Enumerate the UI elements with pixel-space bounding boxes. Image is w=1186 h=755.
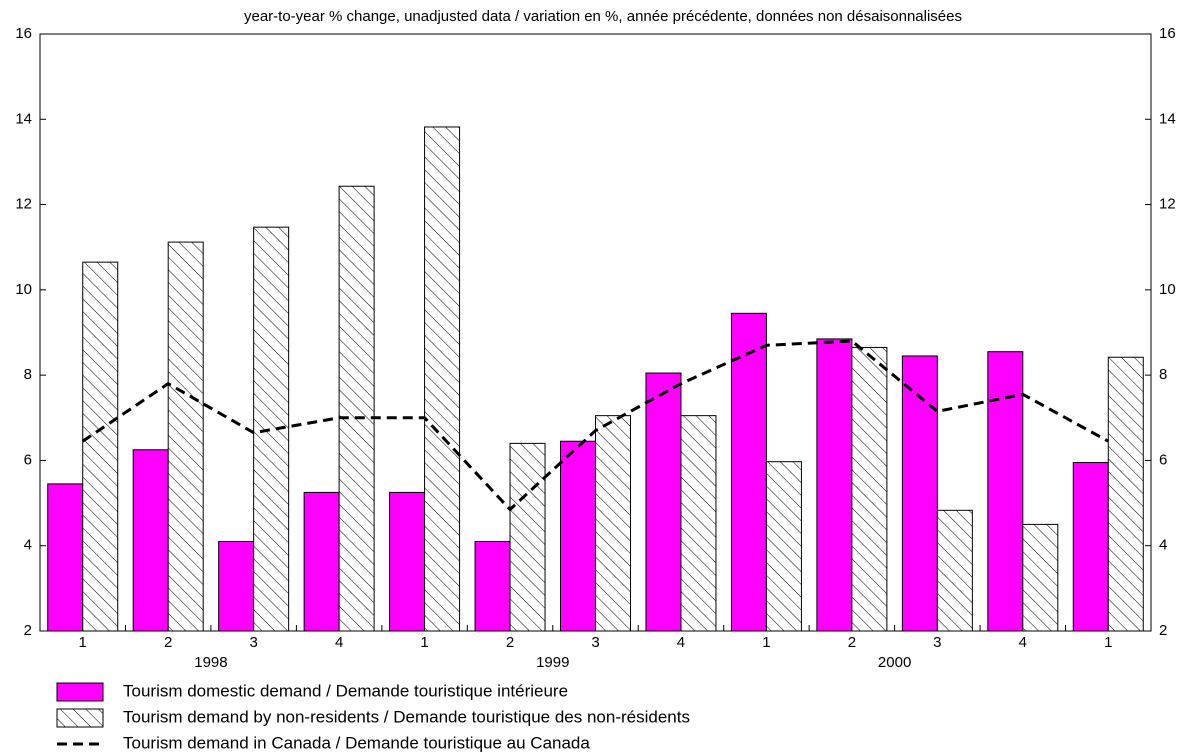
y-tick-label: 12 (15, 196, 32, 213)
bar (1072, 462, 1109, 632)
y2-tick-label: 16 (1159, 25, 1176, 42)
x-tick-label: 3 (249, 634, 257, 651)
bar (338, 185, 375, 632)
plot-frame (39, 33, 1152, 632)
legend-swatch (56, 682, 104, 702)
legend-label: Tourism demand by non-residents / Demand… (123, 707, 690, 726)
year-label: 1998 (194, 654, 227, 671)
bar (474, 540, 511, 632)
bar (680, 415, 717, 632)
bar (303, 491, 340, 632)
bar (424, 126, 461, 632)
y2-tick-label: 14 (1159, 110, 1176, 127)
x-tick-label: 1 (79, 634, 87, 651)
bar (218, 540, 255, 632)
legend-swatch (56, 708, 104, 728)
x-tick-label: 1 (1104, 634, 1112, 651)
bar (82, 261, 119, 632)
bar (595, 415, 631, 632)
y-tick-label: 16 (15, 25, 32, 42)
chart-title: year-to-year % change, unadjusted data /… (244, 8, 962, 25)
bar (730, 312, 767, 632)
bar (901, 355, 938, 632)
line (81, 339, 1109, 512)
y-tick-label: 8 (24, 366, 32, 383)
x-tick-label: 4 (677, 634, 685, 651)
y2-tick-label: 10 (1159, 281, 1176, 298)
bar (132, 449, 169, 632)
bar (851, 346, 888, 632)
x-tick-label: 4 (335, 634, 343, 651)
x-tick-label: 1 (762, 634, 770, 651)
year-label: 2000 (878, 654, 911, 671)
x-tick-label: 3 (591, 634, 599, 651)
y-tick-label: 10 (15, 281, 32, 298)
x-tick-label: 2 (848, 634, 856, 651)
y2-tick-label: 2 (1159, 622, 1167, 639)
x-tick-label: 2 (506, 634, 514, 651)
bar (47, 483, 84, 632)
x-tick-label: 2 (164, 634, 172, 651)
y2-tick-label: 12 (1159, 196, 1176, 213)
y-tick-label: 6 (24, 451, 32, 468)
bar (253, 226, 290, 632)
bar (987, 351, 1024, 632)
bar (765, 461, 802, 632)
bar (645, 372, 682, 632)
bar (936, 509, 973, 632)
y2-tick-label: 6 (1159, 451, 1167, 468)
legend-label: Tourism domestic demand / Demande touris… (123, 681, 568, 700)
bar (1107, 356, 1144, 632)
bar (509, 442, 546, 632)
x-tick-label: 4 (1019, 634, 1027, 651)
bar (560, 440, 596, 632)
year-label: 1999 (536, 654, 569, 671)
legend-label: Tourism demand in Canada / Demande touri… (123, 733, 590, 752)
bar (1022, 523, 1059, 632)
y2-tick-label: 4 (1159, 537, 1167, 554)
y-tick-label: 2 (24, 622, 32, 639)
x-tick-label: 1 (420, 634, 428, 651)
y-tick-label: 4 (24, 537, 32, 554)
bar (167, 241, 204, 632)
y-tick-label: 14 (15, 110, 32, 127)
bar (816, 338, 853, 632)
x-tick-label: 3 (933, 634, 941, 651)
bar (389, 491, 426, 632)
y2-tick-label: 8 (1159, 366, 1167, 383)
